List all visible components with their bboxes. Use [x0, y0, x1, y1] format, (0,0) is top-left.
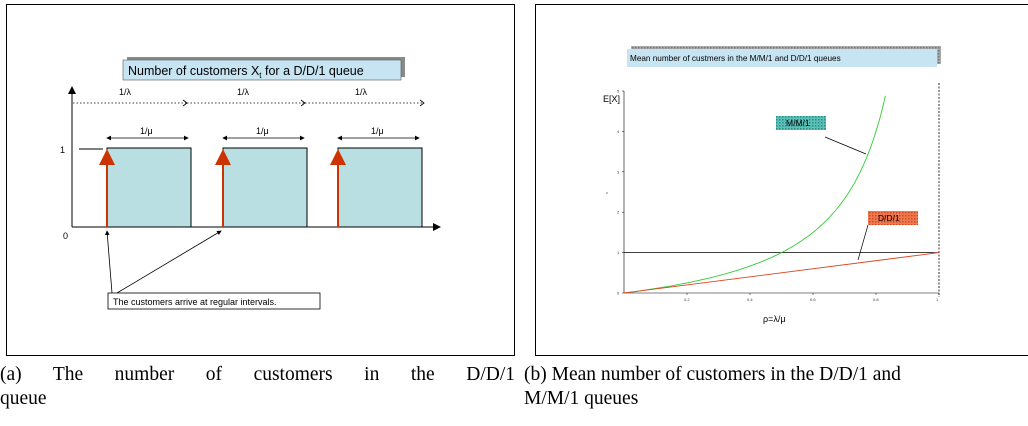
interval-arrow-1	[182, 99, 188, 107]
x-tick-label: 0.6	[810, 297, 816, 302]
figure-panel-a: Number of customers Xt for a D/D/1 queue…	[6, 4, 515, 356]
mean-customers-chart: Mean number of custmers in the M/M/1 and…	[603, 46, 941, 324]
dd1-callout-line	[857, 224, 869, 261]
pointer-2	[116, 230, 222, 294]
y-tick-label: 0	[617, 291, 620, 296]
panel-a-title: Number of customers Xt for a D/D/1 queue	[128, 64, 364, 80]
y-tick-label: 2	[617, 210, 620, 215]
x-tick-label: 0.2	[684, 297, 690, 302]
x-tick-label: 1	[936, 297, 939, 302]
interval-label-3: 1/λ	[355, 87, 368, 97]
x-tick-label: 0.8	[873, 297, 879, 302]
caption-b: (b) Mean number of customers in the D/D/…	[524, 363, 1028, 411]
customer-box-3	[337, 147, 423, 228]
dd1-diagram: Number of customers Xt for a D/D/1 queue…	[60, 57, 441, 310]
customer-box-1	[106, 147, 192, 228]
interval-label-2: 1/λ	[237, 87, 250, 97]
pointer-1	[104, 230, 113, 294]
mm1-label-box	[776, 116, 826, 130]
service-label-3: 1/μ	[371, 126, 384, 136]
customer-box-2	[222, 147, 308, 228]
y-tick-label: 5	[617, 89, 620, 94]
mm1-callout-line	[824, 136, 867, 155]
note-text: The customers arrive at regular interval…	[113, 297, 277, 307]
caption-b-line1: (b) Mean number of customers in the D/D/…	[524, 364, 901, 385]
mm1-label: M/M/1	[786, 118, 810, 128]
chart-title-box	[627, 49, 937, 67]
caption-a-line2: queue	[0, 388, 47, 409]
y-tick-label: 4	[617, 129, 620, 134]
x-tick-label: 0.4	[747, 297, 753, 302]
plot-area: 0 1 2 3 4 5 0.2 0.4 0.6 0.8 1	[617, 83, 940, 302]
caption-a-line1: (a) The number of customers in the D/D/1	[0, 364, 515, 385]
y-axis-label: E[X]	[603, 94, 620, 104]
interval-arrow-3	[419, 99, 425, 107]
title-box	[122, 59, 402, 81]
note-box	[107, 292, 321, 310]
series-line-mm1	[623, 95, 886, 294]
figure-panel-b: Mean number of custmers in the M/M/1 and…	[535, 4, 1028, 356]
caption-a: (a) The number of customers in the D/D/1…	[0, 363, 515, 411]
chart-title: Mean number of custmers in the M/M/1 and…	[630, 54, 841, 63]
service-label-1: 1/μ	[140, 126, 153, 136]
service-label-2: 1/μ	[256, 126, 269, 136]
y-tick-label: 3	[617, 169, 620, 174]
interval-arrow-2	[300, 99, 306, 107]
caption-b-line2: M/M/1 queues	[524, 388, 639, 409]
y-tick-label-1: 1	[60, 145, 65, 155]
y-tick-label: 1	[617, 250, 620, 255]
series-line-dd1	[623, 252, 940, 294]
x-axis-label: ρ=λ/μ	[763, 314, 786, 324]
y-tick-label-0: 0	[63, 231, 68, 241]
dd1-label-box	[868, 211, 918, 225]
interval-label-1: 1/λ	[119, 87, 132, 97]
dd1-label: D/D/1	[878, 213, 900, 223]
y-mid-label: x	[606, 190, 608, 195]
